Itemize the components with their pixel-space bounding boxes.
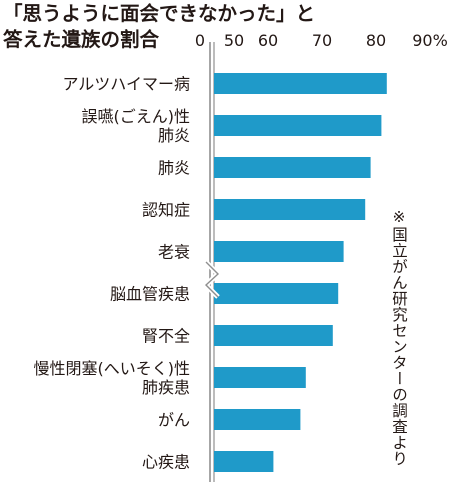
category-label: 腎不全 (142, 327, 190, 346)
category-label: 誤嚥(ごえん)性 (82, 107, 191, 126)
bar (214, 367, 306, 388)
x-tick-label: 50 (224, 31, 244, 50)
title-line-1: 「思うように面会できなかった」と (3, 2, 316, 25)
x-tick-label: 0 (195, 31, 205, 50)
category-label: 肺炎 (158, 159, 190, 178)
x-tick-label: 70 (312, 31, 332, 50)
bar (214, 199, 366, 220)
category-label: 慢性閉塞(へいそく)性 (34, 359, 191, 378)
chart-title: 「思うように面会できなかった」と 答えた遺族の割合 (3, 1, 315, 53)
category-label: 老衰 (158, 243, 190, 262)
bar (214, 283, 339, 304)
category-label: 脳血管疾患 (110, 285, 190, 304)
axis-break-marker (204, 261, 220, 298)
x-tick-label: 80 (366, 31, 386, 50)
title-line-2: 答えた遺族の割合 (3, 28, 160, 51)
source-note: ※国立がん研究センターの調査より (390, 208, 408, 467)
category-label: がん (158, 411, 190, 430)
category-label: アルツハイマー病 (62, 75, 190, 94)
x-tick-label: 60 (258, 31, 278, 50)
bar (214, 409, 301, 430)
category-label: 心疾患 (142, 453, 190, 472)
bar (214, 451, 274, 472)
x-tick-label: 90% (412, 31, 448, 50)
bar (214, 241, 344, 262)
category-label: 肺炎 (158, 126, 190, 145)
bar (214, 157, 371, 178)
category-label: 肺疾患 (142, 378, 190, 397)
bar (214, 73, 387, 94)
bar (214, 115, 382, 136)
bar (214, 325, 333, 346)
category-label: 認知症 (142, 201, 190, 220)
